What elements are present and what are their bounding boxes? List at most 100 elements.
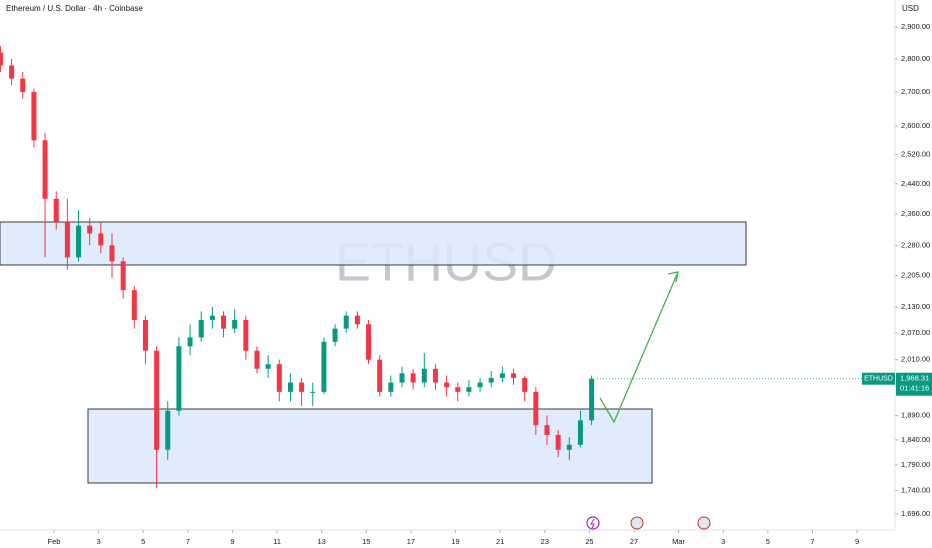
x-tick-label: Mar [672,537,685,546]
y-tick-label: 2,600.00 [901,121,930,130]
candle-body [165,410,171,450]
x-tick-label: 7 [186,537,190,546]
countdown-text: 01:41:16 [900,384,929,393]
y-tick-label: 2,280.00 [901,240,930,249]
price-tag [896,372,932,396]
x-tick-label: 9 [855,537,859,546]
candle-body [577,420,583,445]
y-tick-label: 2,010.00 [901,355,930,364]
event-icon [586,516,600,530]
candle-body [42,140,48,199]
event-icon [590,518,595,529]
candle-body [299,382,305,392]
candle-body [310,391,316,393]
x-tick-label: 7 [810,537,814,546]
candle-body [421,368,427,383]
candle-body [354,315,360,325]
candle-body [53,198,59,222]
candle-body [76,225,82,258]
candle-body [511,373,517,378]
candle-body [120,261,126,291]
symbol-tag [862,372,895,385]
candle-body [20,78,26,92]
candle-body [466,387,472,392]
candle-body [154,350,160,450]
y-tick-label: 1,840.00 [901,435,930,444]
x-tick-label: 9 [230,537,234,546]
candle-body [287,382,293,392]
candle-body [455,387,461,392]
y-tick-label: 2,900.00 [901,22,930,31]
candle-body [87,225,93,234]
candle-body [544,425,550,435]
x-tick-label: 3 [721,537,725,546]
candle-body [198,319,204,338]
x-tick-label: 5 [141,537,145,546]
y-tick-label: 2,700.00 [901,87,930,96]
y-tick-label: 1,696.00 [901,509,930,518]
y-tick-label: 1,890.00 [901,411,930,420]
currency-label: USD [902,4,919,13]
candle-body [265,364,271,369]
x-tick-label: 15 [362,537,370,546]
candle-body [142,319,148,351]
candle-body [131,290,137,320]
candle-body [187,337,193,347]
candle-body [0,52,3,66]
candle-body [566,444,572,450]
event-icon [630,516,644,530]
candle-body [555,434,561,450]
projection-arrow [599,271,679,424]
x-tick-label: 3 [97,537,101,546]
candle-body [410,373,416,383]
candle-body [31,91,37,141]
candle-body [276,364,282,392]
candle-body [399,373,405,383]
candle-body [332,328,338,342]
candle-body [366,324,372,360]
y-tick-label: 1,740.00 [901,486,930,495]
candle-body [522,377,528,392]
candle-body [488,377,494,383]
x-tick-label: 5 [766,537,770,546]
candle-body [477,382,483,388]
x-tick-label: 13 [318,537,326,546]
candle-body [589,378,595,421]
symbol-tag-text: ETHUSD [864,376,893,383]
candle-body [432,368,438,383]
x-tick-label: 17 [407,537,415,546]
candles [0,46,595,488]
candle-body [499,373,505,378]
candle-body [533,391,539,426]
candle-body [109,245,115,262]
y-tick-label: 2,440.00 [901,179,930,188]
x-tick-label: 27 [630,537,638,546]
x-tick-label: 19 [451,537,459,546]
y-tick-label: 2,360.00 [901,209,930,218]
arrow-head [667,271,679,283]
candle-body [221,315,227,329]
x-tick-label: 21 [496,537,504,546]
y-tick-label: 2,130.00 [901,302,930,311]
candle-body [64,221,70,258]
chart-title: Ethereum / U.S. Dollar · 4h · Coinbase [6,4,143,13]
candle-body [377,359,383,392]
y-tick-label: 2,520.00 [901,150,930,159]
price-tag-text: 1,968.31 [900,374,929,383]
candle-body [254,350,260,369]
candle-body [243,319,249,351]
candle-body [321,341,327,392]
y-tick-label: 1,790.00 [901,460,930,469]
axes: 2,900.00 2,800.00 2,700.00 2,600.00 2,520.00… [48,22,932,546]
event-icon [697,516,711,530]
candle-body [388,382,394,392]
candle-body [176,346,182,411]
resistance-zone [0,221,747,266]
candle-body [343,315,349,329]
x-tick-label: 23 [541,537,549,546]
y-tick-label: 2,800.00 [901,54,930,63]
candle-body [98,233,104,246]
candle-body [444,382,450,388]
x-tick-label: 11 [273,537,281,546]
candle-body [232,319,238,329]
